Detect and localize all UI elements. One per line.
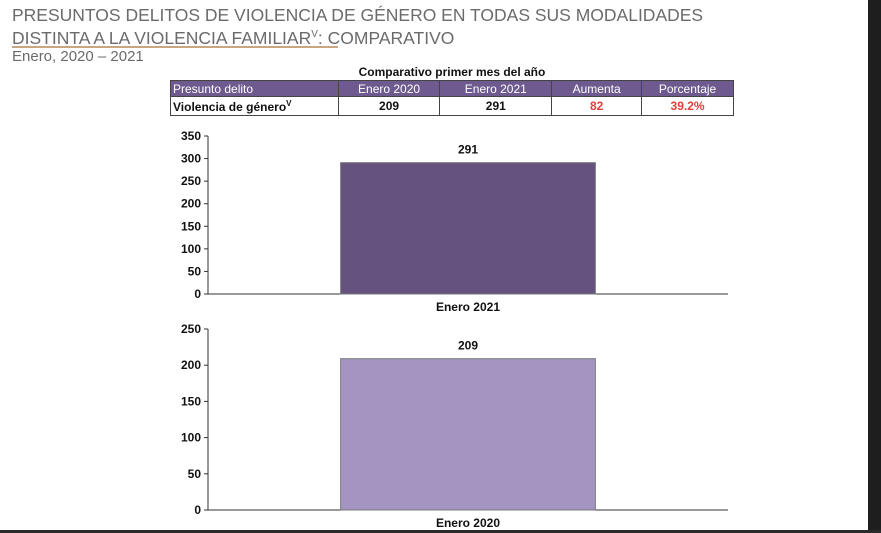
title-line-2-text: DISTINTA A LA VIOLENCIA FAMILIAR (12, 27, 312, 48)
comparison-table: Presunto delito Enero 2020 Enero 2021 Au… (170, 80, 734, 116)
table-caption: Comparativo primer mes del año (358, 65, 546, 79)
title-line-2-suffix: : COMPARATIVO (317, 27, 455, 48)
title-footnote-mark: V (311, 29, 318, 40)
data-label: 209 (458, 339, 478, 353)
header-enero-2020: Enero 2020 (337, 80, 441, 97)
y-tick-label: 100 (181, 431, 201, 445)
cell-delito-text: Violencia de género (173, 99, 287, 114)
y-tick-label: 0 (194, 287, 201, 301)
bar (340, 162, 596, 295)
page-title: PRESUNTOS DELITOS DE VIOLENCIA DE GÉNERO… (12, 6, 703, 48)
window-edge-bottom (0, 530, 881, 533)
bar (340, 358, 596, 511)
title-underline (12, 46, 338, 48)
table-row: Violencia de géneroV 209 291 82 39.2% (170, 96, 734, 116)
y-tick-label: 150 (181, 394, 201, 408)
y-tick-label: 200 (181, 358, 201, 372)
y-tick-label: 100 (181, 242, 201, 256)
cell-delito: Violencia de géneroV (170, 96, 339, 116)
y-tick-label: 250 (181, 174, 201, 188)
cell-enero-2021: 291 (439, 96, 553, 116)
y-tick-label: 300 (181, 152, 201, 166)
data-label: 291 (458, 143, 478, 157)
cell-enero-2020: 209 (337, 96, 441, 116)
y-tick-label: 150 (181, 219, 201, 233)
y-tick-label: 50 (188, 264, 202, 278)
x-category-label: Enero 2020 (436, 516, 500, 530)
cell-aumenta: 82 (551, 96, 643, 116)
cell-footnote-mark: V (286, 98, 292, 108)
y-tick-label: 350 (181, 129, 201, 143)
title-line-1: PRESUNTOS DELITOS DE VIOLENCIA DE GÉNERO… (12, 5, 704, 25)
cell-porcentaje: 39.2% (641, 96, 734, 116)
page-subtitle: Enero, 2020 – 2021 (12, 48, 144, 65)
y-tick-label: 0 (194, 503, 201, 517)
y-tick-label: 200 (181, 197, 201, 211)
y-tick-label: 250 (181, 322, 201, 336)
window-edge-right (868, 0, 881, 533)
title-line-2: DISTINTA A LA VIOLENCIA FAMILIARV: COMPA… (12, 25, 703, 48)
y-tick-label: 50 (188, 467, 202, 481)
x-category-label: Enero 2021 (436, 300, 500, 314)
